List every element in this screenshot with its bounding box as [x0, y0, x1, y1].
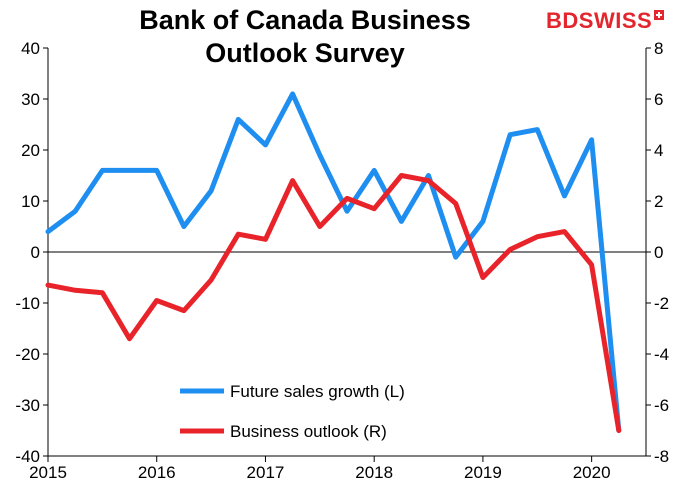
x-tick-label: 2020: [573, 463, 611, 482]
series-line-future-sales-growth: [45, 91, 622, 433]
series-line-business-outlook: [45, 173, 622, 433]
right-tick-label: -6: [654, 396, 669, 415]
left-tick-label: -30: [15, 396, 40, 415]
left-tick-label: -10: [15, 294, 40, 313]
right-tick-label: 6: [654, 90, 663, 109]
right-tick-label: 2: [654, 192, 663, 211]
x-tick-label: 2017: [247, 463, 285, 482]
x-tick-label: 2015: [29, 463, 67, 482]
chart-title: Bank of Canada Business Outlook Survey: [139, 5, 471, 68]
left-tick-label: 20: [21, 141, 40, 160]
x-tick-label: 2018: [355, 463, 393, 482]
left-tick-label: 10: [21, 192, 40, 211]
left-tick-label: 0: [31, 243, 40, 262]
legend-label: Future sales growth (L): [230, 382, 405, 401]
left-tick-label: 40: [21, 39, 40, 58]
left-tick-label: 30: [21, 90, 40, 109]
left-tick-label: -20: [15, 345, 40, 364]
right-tick-label: -4: [654, 345, 669, 364]
x-tick-label: 2016: [138, 463, 176, 482]
logo-text: BDSWISS: [546, 8, 653, 33]
swiss-flag-icon: [654, 10, 665, 20]
right-tick-label: 0: [654, 243, 663, 262]
bdswiss-logo: BDSWISS: [546, 8, 665, 34]
x-tick-label: 2019: [464, 463, 502, 482]
legend-label: Business outlook (R): [230, 422, 387, 441]
right-tick-label: 8: [654, 39, 663, 58]
left-tick-label: -40: [15, 447, 40, 466]
right-tick-label: -2: [654, 294, 669, 313]
right-tick-label: -8: [654, 447, 669, 466]
right-tick-label: 4: [654, 141, 663, 160]
